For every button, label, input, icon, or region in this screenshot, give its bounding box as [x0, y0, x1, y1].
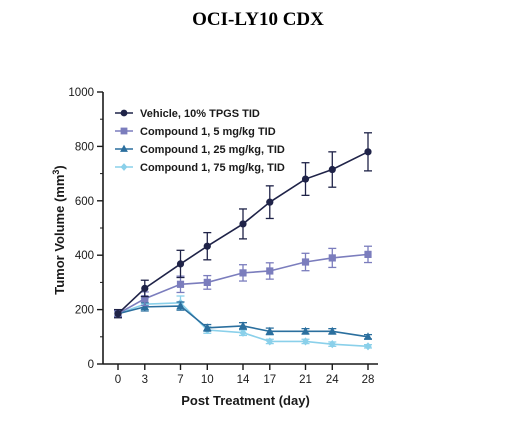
x-tick-label: 24	[326, 374, 339, 386]
y-tick-label: 600	[75, 196, 94, 208]
x-tick-label: 28	[362, 374, 375, 386]
legend-label: Compound 1, 75 mg/kg, TID	[140, 162, 285, 174]
data-point	[328, 165, 336, 174]
data-point	[301, 258, 310, 266]
series-line	[117, 253, 369, 315]
legend-label: Compound 1, 5 mg/kg TID	[140, 126, 276, 138]
x-tick-label: 3	[142, 374, 148, 386]
chart-title: OCI-LY10 CDX	[192, 9, 324, 30]
y-tick-label: 0	[88, 359, 94, 371]
data-point	[238, 321, 248, 330]
data-point	[176, 280, 185, 288]
data-point	[141, 284, 149, 292]
data-point	[114, 310, 122, 318]
legend-item: Compound 1, 75 mg/kg, TID	[115, 162, 285, 174]
legend-marker	[120, 127, 128, 135]
data-point	[176, 260, 185, 268]
data-point	[301, 175, 310, 183]
y-tick-label: 800	[75, 141, 94, 153]
y-axis-title: Tumor Volume (mm3)	[51, 165, 67, 295]
y-tick-label: 200	[75, 305, 94, 317]
legend-item: Vehicle, 10% TPGS TID	[115, 108, 260, 120]
x-tick-label: 14	[237, 374, 250, 386]
data-point	[203, 278, 211, 286]
data-point	[239, 269, 247, 277]
legend-marker	[120, 144, 128, 152]
x-tick-label: 10	[201, 374, 214, 386]
x-tick-label: 0	[115, 374, 121, 386]
legend-marker	[120, 109, 128, 117]
data-point	[203, 242, 211, 250]
legend-label: Vehicle, 10% TPGS TID	[140, 108, 260, 120]
data-point	[301, 337, 310, 346]
x-tick-label: 17	[263, 374, 276, 386]
data-point	[328, 326, 337, 335]
data-point	[328, 254, 336, 262]
x-tick-label: 7	[177, 374, 183, 386]
data-point	[176, 301, 185, 310]
data-point	[364, 250, 372, 258]
legend-item: Compound 1, 5 mg/kg TID	[115, 126, 276, 138]
data-point	[266, 267, 274, 275]
y-tick-label: 1000	[68, 87, 94, 99]
chart-series	[113, 132, 373, 351]
data-point	[364, 342, 372, 351]
data-point	[239, 220, 247, 228]
legend-marker	[120, 163, 128, 171]
chart-axes: 0 200 400 600 800 1000 0 3 7 10 14 17 21 24 28	[68, 87, 378, 386]
series-1	[114, 132, 372, 319]
data-point	[266, 337, 274, 346]
legend-label: Compound 1, 25 mg/kg, TID	[140, 144, 285, 156]
data-point	[239, 328, 247, 337]
x-tick-label: 21	[299, 374, 312, 386]
data-point	[301, 326, 310, 335]
data-point	[265, 326, 274, 335]
data-point	[141, 295, 149, 303]
data-point	[203, 323, 212, 331]
data-point	[328, 340, 336, 349]
data-point	[266, 198, 274, 206]
chart-legend: Vehicle, 10% TPGS TID Compound 1, 5 mg/kg…	[115, 108, 285, 174]
x-axis-title: Post Treatment (day)	[181, 393, 310, 408]
y-tick-label: 400	[75, 250, 94, 262]
data-point	[363, 332, 373, 340]
data-point	[364, 148, 372, 156]
legend-item: Compound 1, 25 mg/kg, TID	[115, 144, 285, 156]
